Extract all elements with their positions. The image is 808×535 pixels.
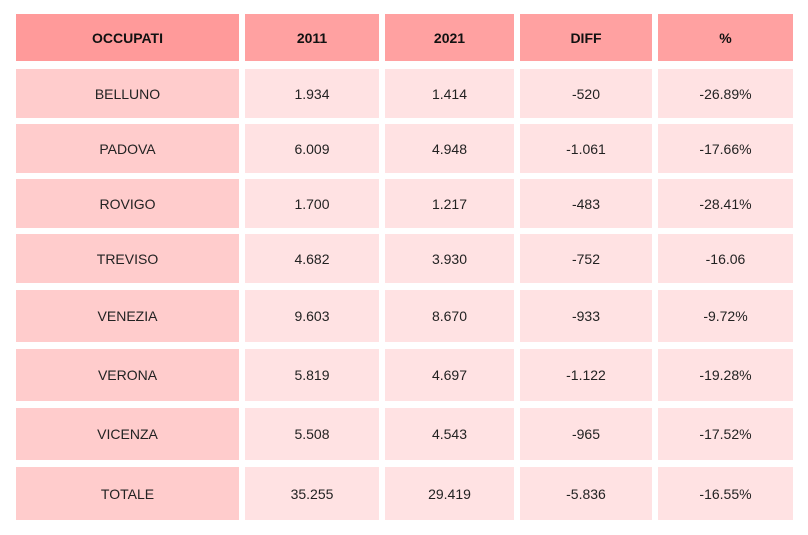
table-cell: -9.72%	[658, 290, 793, 342]
table-cell: -28.41%	[658, 179, 793, 228]
row-label-totale: TOTALE	[16, 467, 239, 520]
table-cell: 29.419	[385, 467, 514, 520]
table-cell: 8.670	[385, 290, 514, 342]
table-cell: -19.28%	[658, 349, 793, 401]
table-cell: 4.948	[385, 124, 514, 173]
row-label-rovigo: ROVIGO	[16, 179, 239, 228]
table-cell: 4.697	[385, 349, 514, 401]
table-cell: 5.508	[245, 408, 379, 460]
table-cell: -16.06	[658, 234, 793, 283]
table-cell: 1.934	[245, 69, 379, 118]
table-cell: -520	[520, 69, 652, 118]
table-cell: 6.009	[245, 124, 379, 173]
table-cell: 5.819	[245, 349, 379, 401]
table-cell: -752	[520, 234, 652, 283]
row-label-vicenza: VICENZA	[16, 408, 239, 460]
table-cell: 3.930	[385, 234, 514, 283]
row-label-padova: PADOVA	[16, 124, 239, 173]
table-cell: 4.543	[385, 408, 514, 460]
header-cell-2011: 2011	[245, 14, 379, 61]
table-cell: -1.122	[520, 349, 652, 401]
table-cell: -17.66%	[658, 124, 793, 173]
header-cell-percent: %	[658, 14, 793, 61]
header-cell-diff: DIFF	[520, 14, 652, 61]
table-cell: 4.682	[245, 234, 379, 283]
table-cell: -933	[520, 290, 652, 342]
header-cell-2021: 2021	[385, 14, 514, 61]
table-cell: -26.89%	[658, 69, 793, 118]
row-label-venezia: VENEZIA	[16, 290, 239, 342]
header-cell-occupati: OCCUPATI	[16, 14, 239, 61]
table-cell: 9.603	[245, 290, 379, 342]
row-label-belluno: BELLUNO	[16, 69, 239, 118]
table-cell: 35.255	[245, 467, 379, 520]
table-cell: -483	[520, 179, 652, 228]
table-cell: 1.700	[245, 179, 379, 228]
table-cell: -16.55%	[658, 467, 793, 520]
row-label-treviso: TREVISO	[16, 234, 239, 283]
table-cell: 1.414	[385, 69, 514, 118]
table-cell: -5.836	[520, 467, 652, 520]
table-cell: -965	[520, 408, 652, 460]
table-cell: -1.061	[520, 124, 652, 173]
row-label-verona: VERONA	[16, 349, 239, 401]
table-cell: 1.217	[385, 179, 514, 228]
table-cell: -17.52%	[658, 408, 793, 460]
